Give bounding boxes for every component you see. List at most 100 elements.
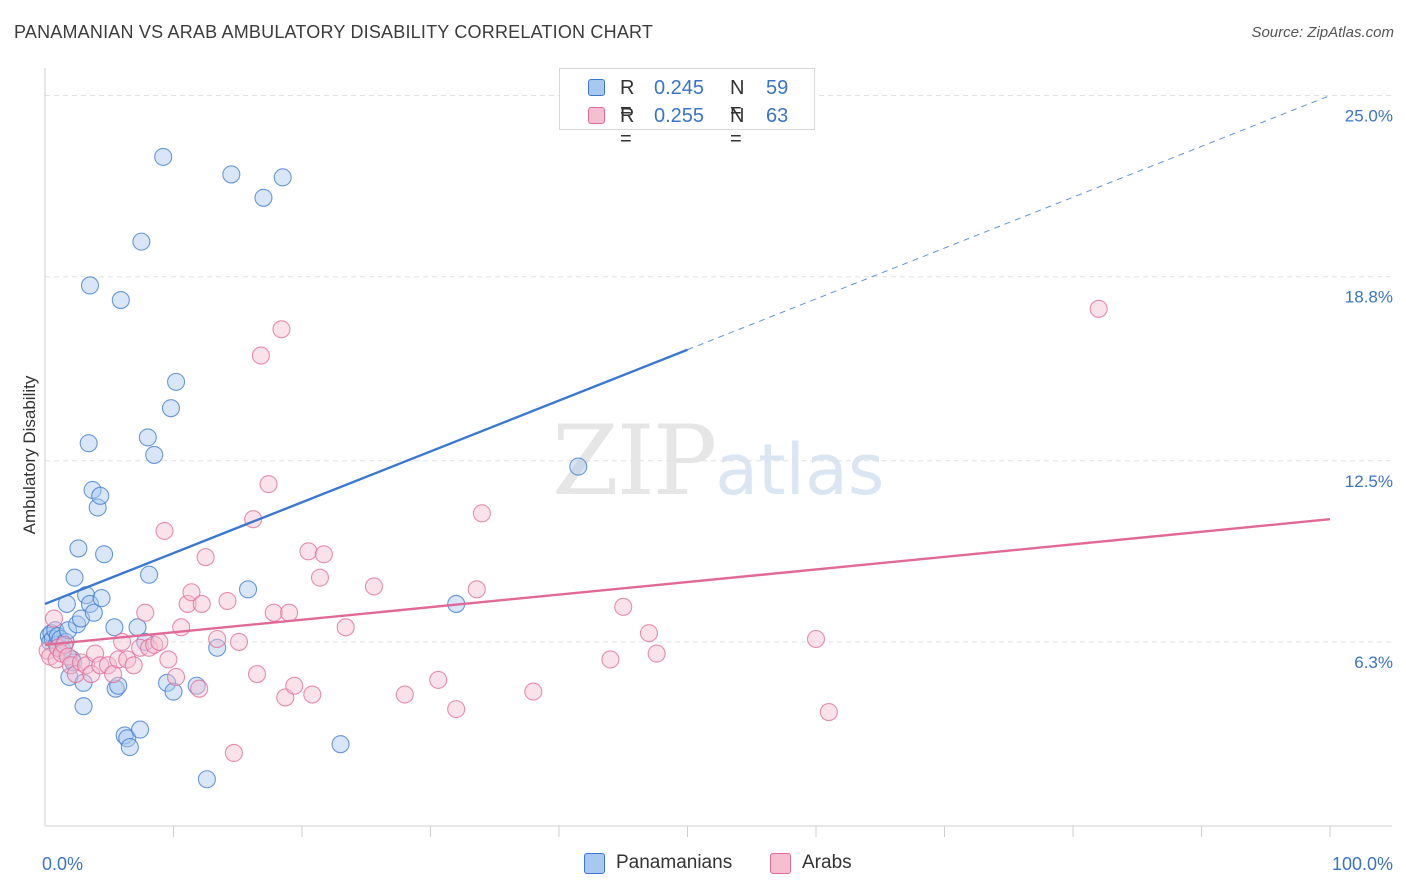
data-point-arabs[interactable] [280, 603, 299, 622]
data-point-panamanians[interactable] [74, 697, 93, 716]
legend-n-label: N = [730, 77, 745, 122]
data-point-arabs[interactable] [159, 650, 178, 669]
data-point-panamanians[interactable] [138, 428, 157, 447]
legend-r-value: 0.255 [654, 105, 705, 127]
data-point-arabs[interactable] [601, 650, 620, 669]
legend-label: Arabs [802, 852, 852, 873]
data-point-arabs[interactable] [61, 656, 80, 675]
legend-swatch-blue [584, 853, 605, 874]
data-point-arabs[interactable] [224, 743, 243, 763]
data-point-arabs[interactable] [285, 676, 304, 695]
data-point-arabs[interactable] [264, 603, 283, 622]
data-point-panamanians[interactable] [111, 291, 130, 310]
data-point-arabs[interactable] [218, 591, 237, 611]
data-point-arabs[interactable] [806, 629, 826, 649]
source-label: Source: ZipAtlas.com [1251, 24, 1394, 41]
data-point-panamanians[interactable] [273, 168, 292, 187]
x-tick-label: 100.0% [1332, 854, 1393, 874]
data-point-panamanians[interactable] [197, 770, 216, 789]
data-point-panamanians[interactable] [140, 565, 159, 584]
data-point-panamanians[interactable] [254, 188, 273, 207]
y-tick-label: 18.8% [1345, 288, 1393, 307]
data-point-arabs[interactable] [1089, 299, 1108, 318]
data-point-arabs[interactable] [150, 632, 169, 651]
data-point-panamanians[interactable] [105, 618, 124, 637]
data-point-arabs[interactable] [86, 644, 105, 663]
data-point-arabs[interactable] [395, 685, 414, 704]
data-point-arabs[interactable] [229, 632, 249, 651]
data-point-arabs[interactable] [251, 346, 270, 365]
data-point-panamanians[interactable] [120, 738, 139, 757]
data-point-panamanians[interactable] [569, 457, 588, 476]
data-point-panamanians[interactable] [69, 539, 88, 558]
data-point-panamanians[interactable] [132, 232, 151, 251]
data-point-panamanians[interactable] [88, 498, 107, 517]
data-point-arabs[interactable] [145, 635, 164, 654]
data-point-arabs[interactable] [44, 609, 64, 628]
legend-label: Panamanians [616, 852, 733, 873]
data-point-panamanians[interactable] [84, 603, 103, 622]
data-point-panamanians[interactable] [59, 621, 78, 640]
data-point-arabs[interactable] [299, 542, 318, 561]
data-point-panamanians[interactable] [65, 568, 84, 587]
data-point-panamanians[interactable] [109, 676, 128, 695]
data-point-arabs[interactable] [467, 580, 486, 599]
data-point-arabs[interactable] [140, 638, 159, 657]
data-point-arabs[interactable] [524, 682, 543, 701]
data-point-panamanians[interactable] [145, 445, 164, 464]
legend-swatch-pink [588, 107, 605, 124]
chart-title: PANAMANIAN VS ARAB AMBULATORY DISABILITY… [14, 22, 654, 42]
data-point-panamanians[interactable] [131, 720, 150, 739]
data-point-panamanians[interactable] [79, 434, 98, 453]
data-point-arabs[interactable] [91, 656, 110, 675]
data-point-arabs[interactable] [310, 568, 330, 587]
data-point-panamanians[interactable] [187, 676, 206, 695]
data-point-panamanians[interactable] [92, 589, 111, 608]
data-point-arabs[interactable] [303, 685, 322, 704]
data-point-arabs[interactable] [314, 545, 333, 564]
data-point-arabs[interactable] [98, 656, 118, 675]
data-point-arabs[interactable] [336, 618, 355, 637]
data-point-arabs[interactable] [364, 577, 384, 596]
data-point-panamanians[interactable] [95, 545, 114, 564]
data-point-arabs[interactable] [178, 594, 197, 613]
data-point-arabs[interactable] [429, 670, 448, 689]
data-point-arabs[interactable] [192, 594, 211, 613]
data-point-arabs[interactable] [247, 665, 267, 684]
data-point-panamanians[interactable] [80, 594, 100, 613]
data-point-panamanians[interactable] [238, 580, 258, 599]
x-tick-label: 0.0% [42, 854, 83, 874]
data-point-arabs[interactable] [447, 700, 466, 719]
legend-n-label: N = [730, 105, 745, 150]
legend-n-value: 59 [766, 77, 789, 99]
data-point-arabs[interactable] [639, 624, 659, 643]
data-point-arabs[interactable] [614, 597, 633, 616]
data-point-arabs[interactable] [819, 702, 838, 722]
data-point-arabs[interactable] [182, 583, 201, 602]
data-point-panamanians[interactable] [222, 165, 241, 184]
y-tick-label: 6.3% [1354, 653, 1393, 672]
data-point-panamanians[interactable] [106, 679, 125, 698]
legend-swatch-blue [588, 79, 605, 96]
data-point-arabs[interactable] [196, 548, 215, 567]
data-point-panamanians[interactable] [167, 372, 186, 391]
trend-line-panamanians [44, 348, 688, 606]
data-point-arabs[interactable] [208, 629, 227, 649]
data-point-arabs[interactable] [136, 603, 155, 622]
data-point-arabs[interactable] [167, 667, 186, 687]
data-point-arabs[interactable] [155, 521, 174, 540]
data-point-arabs[interactable] [472, 504, 491, 523]
data-point-arabs[interactable] [259, 475, 278, 494]
data-point-arabs[interactable] [124, 656, 143, 675]
data-point-panamanians[interactable] [331, 735, 350, 754]
data-point-panamanians[interactable] [161, 399, 180, 418]
data-point-panamanians[interactable] [80, 276, 100, 295]
data-point-arabs[interactable] [272, 320, 291, 339]
data-point-panamanians[interactable] [154, 147, 173, 166]
data-point-arabs[interactable] [647, 644, 666, 663]
data-point-panamanians[interactable] [164, 682, 183, 701]
data-point-panamanians[interactable] [91, 486, 110, 505]
data-point-panamanians[interactable] [115, 726, 134, 745]
data-point-arabs[interactable] [190, 679, 209, 698]
data-point-arabs[interactable] [71, 653, 91, 672]
